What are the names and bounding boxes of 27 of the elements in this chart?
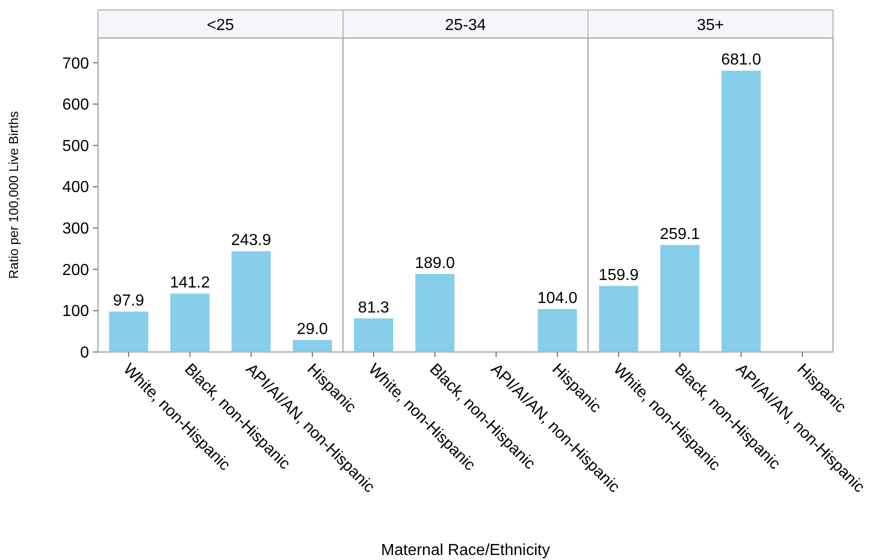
bar [292,340,332,352]
data-label: 141.2 [170,274,210,292]
bar [109,312,148,352]
chart-title: <25 [206,17,234,34]
data-label: 159.9 [598,266,639,284]
y-tick-label: 200 [62,262,90,279]
chart-title: 25-34 [445,17,486,34]
bar [170,294,210,352]
y-axis-title: Ratio per 100,000 Live Births [6,110,21,279]
data-label: 81.3 [358,299,390,316]
y-tick-label: 0 [80,344,90,362]
chart-title: 35+ [696,17,724,34]
bar [232,251,271,352]
data-label: 97.9 [113,292,144,310]
x-axis-title: Maternal Race/Ethnicity [381,542,550,559]
y-tick-label: 500 [62,138,90,155]
y-tick-label: 600 [62,96,90,114]
data-label: 681.0 [721,52,762,69]
data-label: 104.0 [537,290,578,308]
y-tick-label: 300 [62,220,90,238]
y-tick-label: 100 [62,303,90,320]
data-label: 189.0 [414,254,455,272]
y-tick-label: 700 [62,55,90,72]
data-label: 29.0 [296,321,328,338]
data-label: 259.1 [660,226,700,243]
data-label: 243.9 [231,232,272,250]
y-tick-label: 400 [62,179,90,196]
